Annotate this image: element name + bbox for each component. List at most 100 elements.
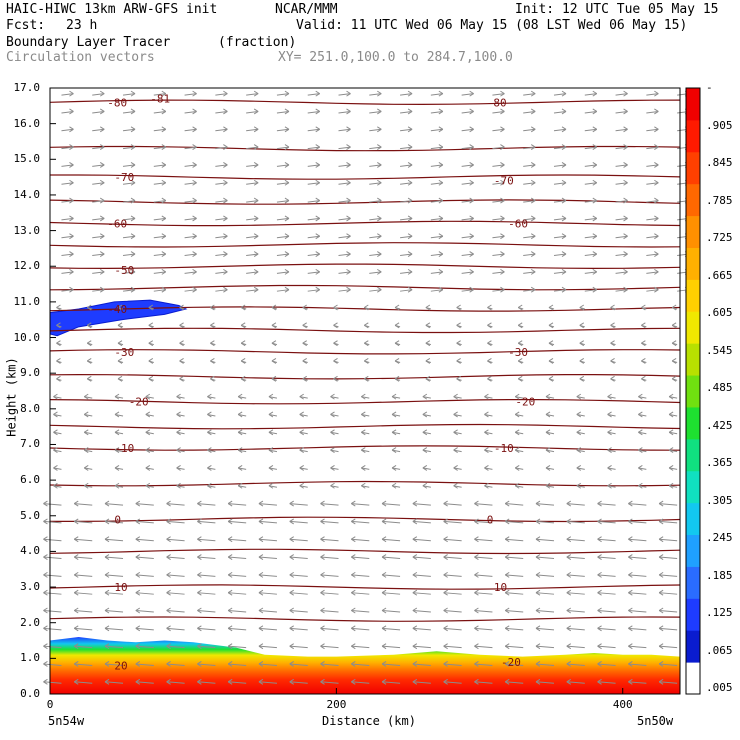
- vector-arrowhead: [381, 589, 387, 596]
- vector-arrowhead: [114, 393, 120, 400]
- vector-arrowhead: [197, 661, 202, 667]
- vector-arrow: [659, 610, 678, 613]
- vector-arrowhead: [104, 678, 110, 685]
- vector-arrowhead: [240, 340, 246, 347]
- vector-arrow: [443, 538, 462, 542]
- vector-arrow: [584, 235, 597, 239]
- vector-arrow: [228, 627, 247, 631]
- vector-arrowhead: [425, 340, 431, 347]
- vector-arrow: [61, 182, 74, 185]
- vector-arrow: [246, 93, 259, 96]
- vector-arrow: [215, 164, 228, 167]
- vector-arrow: [566, 663, 585, 666]
- vector-arrowhead: [192, 144, 197, 151]
- vector-arrowhead: [566, 518, 572, 525]
- vector-arrow: [412, 681, 431, 684]
- vector-arrowhead: [469, 108, 474, 115]
- y-tick-label: 14.0: [13, 187, 41, 201]
- vector-arrowhead: [530, 179, 536, 186]
- vector-arrowhead: [192, 233, 197, 240]
- vector-arrowhead: [117, 304, 123, 311]
- vector-arrow: [215, 200, 228, 203]
- vector-arrowhead: [43, 661, 48, 667]
- vector-arrowhead: [104, 625, 110, 632]
- vector-arrowhead: [83, 482, 89, 489]
- vector-arrow: [153, 128, 166, 132]
- contour-line: [49, 263, 681, 270]
- vector-arrowhead: [83, 447, 89, 454]
- vector-arrowhead: [443, 554, 448, 560]
- vector-arrow: [646, 128, 659, 132]
- vector-arrowhead: [504, 589, 510, 596]
- vector-arrowhead: [289, 643, 294, 650]
- vector-arrow: [400, 289, 413, 292]
- vector-arrowhead: [668, 482, 674, 489]
- vector-arrowhead: [237, 393, 243, 400]
- vector-arrow: [215, 235, 228, 239]
- vector-arrow: [474, 627, 493, 631]
- contour-label: 20: [114, 659, 127, 672]
- vector-arrowhead: [592, 233, 598, 240]
- vector-arrowhead: [668, 411, 674, 418]
- vector-arrow: [338, 93, 351, 96]
- vector-arrowhead: [597, 571, 602, 578]
- vector-arrow: [246, 128, 259, 132]
- vector-arrowhead: [504, 518, 510, 525]
- vector-arrow: [135, 556, 154, 560]
- vector-arrow: [166, 538, 185, 542]
- colorbar-swatch: [686, 566, 700, 599]
- vector-arrowhead: [69, 268, 74, 275]
- vector-arrow: [258, 627, 277, 631]
- vector-arrowhead: [284, 144, 290, 151]
- vector-arrowhead: [576, 447, 582, 454]
- vector-arrowhead: [130, 108, 136, 115]
- vector-arrowhead: [453, 429, 458, 436]
- vector-arrow: [535, 556, 555, 560]
- vector-arrowhead: [548, 322, 554, 329]
- vector-arrowhead: [561, 126, 567, 133]
- vector-arrow: [320, 503, 339, 506]
- vector-arrow: [61, 253, 74, 257]
- vector-arrowhead: [407, 162, 413, 168]
- contour-line: [50, 516, 681, 523]
- vector-arrow: [276, 164, 290, 167]
- vector-arrowhead: [86, 340, 92, 347]
- vector-arrow: [461, 289, 474, 292]
- vector-arrow: [104, 663, 124, 666]
- vector-arrow: [215, 128, 228, 132]
- y-tick-label: 17.0: [13, 81, 41, 94]
- contour-label: -80: [487, 96, 507, 109]
- vector-arrowhead: [443, 607, 448, 614]
- vector-arrow: [628, 556, 647, 560]
- vector-arrowhead: [302, 322, 307, 329]
- colorbar-swatch: [686, 88, 700, 121]
- vector-arrowhead: [500, 268, 505, 275]
- vector-arrow: [74, 663, 93, 666]
- vector-arrow: [659, 503, 678, 506]
- vector-arrowhead: [438, 90, 444, 97]
- vector-arrow: [584, 146, 597, 150]
- vector-arrowhead: [381, 625, 387, 632]
- vector-arrowhead: [671, 322, 677, 329]
- vector-arrowhead: [504, 571, 510, 578]
- vector-arrowhead: [361, 447, 366, 454]
- vector-arrowhead: [99, 90, 105, 97]
- vector-arrowhead: [628, 661, 633, 667]
- vector-arrow: [646, 271, 659, 274]
- vector-arrowhead: [237, 447, 243, 454]
- vector-arrowhead: [535, 678, 541, 685]
- vector-arrow: [61, 164, 74, 167]
- vector-arrow: [92, 146, 105, 150]
- contour-label: -70: [494, 175, 514, 188]
- vector-arrowhead: [240, 322, 246, 329]
- cross-section-coords: XY= 251.0,100.0 to 284.7,100.0: [278, 50, 513, 65]
- vector-arrowhead: [561, 233, 567, 240]
- colorbar-tick-label: .845: [706, 156, 733, 169]
- vector-arrowhead: [104, 589, 110, 596]
- contour-label: -70: [114, 171, 134, 184]
- vector-arrow: [289, 681, 308, 684]
- vector-arrow: [553, 235, 567, 239]
- vector-arrow: [615, 93, 628, 96]
- vector-arrowhead: [176, 482, 181, 489]
- vector-arrowhead: [207, 465, 212, 471]
